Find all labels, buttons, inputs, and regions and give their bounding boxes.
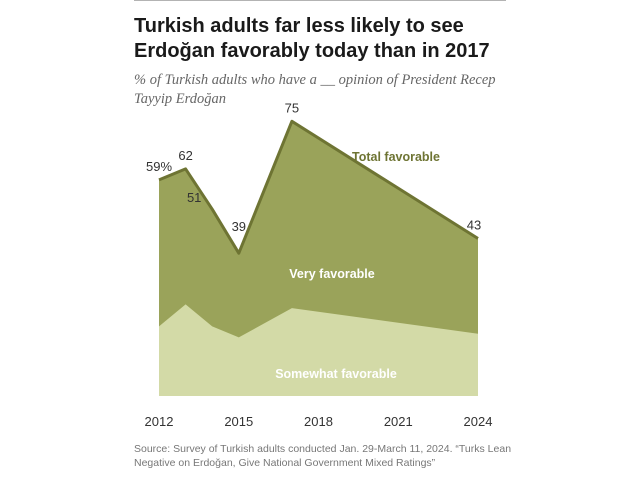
total-favorable-line (158, 119, 479, 255)
top-rule (134, 0, 506, 1)
somewhat-favorable-area (159, 304, 478, 396)
total-value-label-2013: 62 (178, 148, 192, 163)
source-note: Source: Survey of Turkish adults conduct… (134, 443, 512, 469)
total-value-label-2012: 59% (146, 159, 172, 174)
series-label-total-favorable: Total favorable (352, 150, 440, 164)
chart-area: 59% 62 51 39 75 43 Total favorable Very favor… (145, 100, 493, 429)
total-value-label-2017: 75 (285, 100, 299, 115)
x-axis-tick-labels: 2012 2015 2018 2021 2024 (145, 414, 493, 429)
x-tick-2021: 2021 (384, 414, 413, 429)
x-tick-2015: 2015 (224, 414, 253, 429)
series-label-somewhat-favorable: Somewhat favorable (275, 367, 397, 381)
chart-subtitle: % of Turkish adults who have a __ opinio… (134, 72, 496, 107)
x-tick-2024: 2024 (464, 414, 493, 429)
x-tick-2012: 2012 (145, 414, 174, 429)
total-value-label-2015: 39 (232, 219, 246, 234)
total-value-label-2024: 43 (467, 218, 481, 233)
chart-title: Turkish adults far less likely to see Er… (134, 15, 490, 62)
total-value-label-2014: 51 (187, 190, 201, 205)
total-value-labels: 59% 62 51 39 75 43 (146, 100, 481, 234)
x-tick-2018: 2018 (304, 414, 333, 429)
series-label-very-favorable: Very favorable (289, 267, 375, 281)
